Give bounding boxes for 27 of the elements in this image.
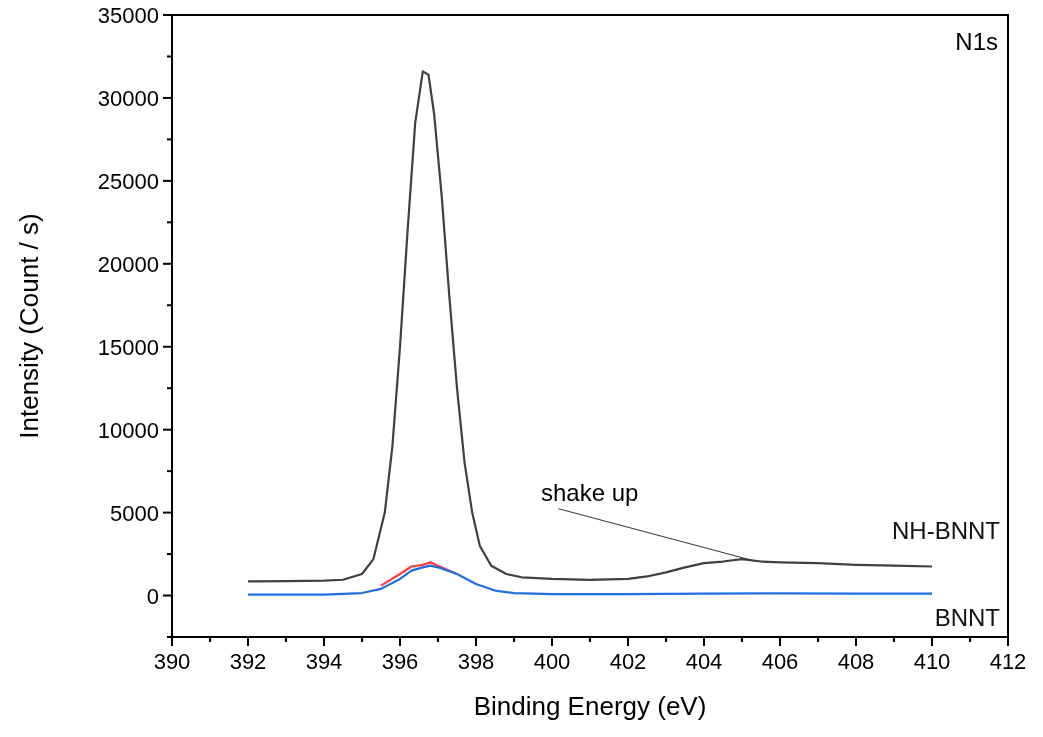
- line-series: [246, 564, 934, 596]
- y-tick-label: 25000: [97, 168, 159, 194]
- x-tick-label: 410: [913, 649, 951, 674]
- series-label: BNNT: [934, 603, 1001, 631]
- annotation: shake up: [540, 478, 639, 506]
- y-tick-label: 35000: [97, 3, 159, 28]
- text: N1s: [955, 28, 998, 55]
- x-tick-label: 390: [153, 649, 191, 674]
- x-tick-label: 404: [685, 649, 723, 674]
- y-tick-label: 30000: [97, 85, 159, 111]
- y-tick-label: 15000: [97, 334, 159, 360]
- x-tick-label: 400: [533, 649, 571, 674]
- y-tick-label: 20000: [97, 251, 159, 277]
- x-tick-label: 412: [989, 649, 1027, 674]
- y-tick-label: 10000: [97, 417, 159, 443]
- x-tick-label: 396: [381, 649, 419, 674]
- y-tick-label: 0: [146, 583, 159, 609]
- x-tick-label: 406: [761, 649, 799, 674]
- x-tick-label: 398: [457, 649, 495, 674]
- y-tick-label: 5000: [110, 500, 159, 526]
- y-axis-title: Intensity (Count / s): [14, 213, 44, 439]
- x-tick-label: 402: [609, 649, 647, 674]
- x-tick-label: 394: [305, 649, 343, 674]
- x-tick-label: 392: [229, 649, 267, 674]
- x-axis-title: Binding Energy (eV): [473, 691, 707, 721]
- series-label: NH-BNNT: [892, 516, 1001, 544]
- x-tick-label: 408: [837, 649, 875, 674]
